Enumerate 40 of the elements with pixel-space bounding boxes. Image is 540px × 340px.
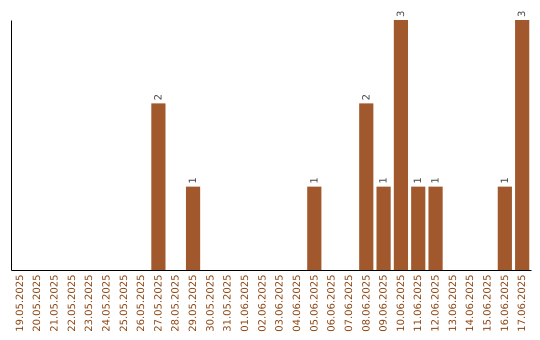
x-tick-label: 25.05.2025 <box>118 274 130 332</box>
x-tick-label: 27.05.2025 <box>153 274 164 332</box>
data-label: 1 <box>413 177 424 184</box>
x-tick-label: 10.06.2025 <box>396 274 407 332</box>
x-tick-label: 03.06.2025 <box>274 274 286 332</box>
x-tick-label: 14.06.2025 <box>465 274 476 332</box>
x-tick-label: 17.06.2025 <box>517 274 528 332</box>
x-tick-label: 01.06.2025 <box>240 274 252 332</box>
data-label: 3 <box>396 10 407 17</box>
x-tick-label: 22.05.2025 <box>66 274 78 332</box>
x-tick-label: 30.05.2025 <box>205 274 216 332</box>
data-label: 2 <box>361 94 372 100</box>
x-tick-label: 11.06.2025 <box>413 274 424 332</box>
data-label: 1 <box>378 177 390 184</box>
x-tick-label: 09.06.2025 <box>378 274 390 332</box>
data-label: 1 <box>188 177 200 184</box>
x-tick-label: 02.06.2025 <box>257 274 268 332</box>
x-tick-label: 21.05.2025 <box>49 274 60 332</box>
x-tick-label: 05.06.2025 <box>309 274 320 332</box>
x-tick-label: 04.06.2025 <box>292 274 303 332</box>
x-tick-label: 08.06.2025 <box>361 274 372 332</box>
data-label: 3 <box>517 10 528 17</box>
data-label: 2 <box>153 94 164 100</box>
x-tick-label: 12.06.2025 <box>430 274 442 332</box>
x-tick-label: 26.05.2025 <box>136 274 148 332</box>
x-tick-label: 19.05.2025 <box>14 274 26 332</box>
x-tick-label: 23.05.2025 <box>84 274 96 332</box>
data-label: 1 <box>500 177 511 184</box>
x-tick-label: 24.05.2025 <box>101 274 112 332</box>
x-tick-label: 31.05.2025 <box>222 274 234 332</box>
x-tick-label: 15.06.2025 <box>482 274 494 332</box>
x-tick-label: 06.06.2025 <box>326 274 338 332</box>
x-tick-label: 13.06.2025 <box>448 274 459 332</box>
x-tick-label: 20.05.2025 <box>32 274 44 332</box>
x-tick-label: 16.06.2025 <box>500 274 511 332</box>
data-label: 1 <box>309 177 320 184</box>
data-label: 1 <box>430 177 442 184</box>
x-tick-label: 29.05.2025 <box>188 274 200 332</box>
x-tick-label: 28.05.2025 <box>170 274 182 332</box>
x-tick-label: 07.06.2025 <box>344 274 355 332</box>
